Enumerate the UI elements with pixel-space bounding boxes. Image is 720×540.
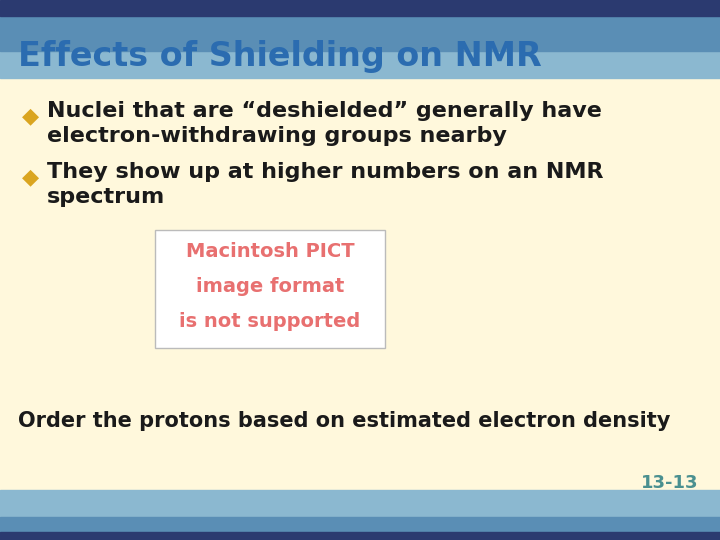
Text: Effects of Shielding on NMR: Effects of Shielding on NMR (18, 40, 541, 73)
Text: spectrum: spectrum (47, 187, 165, 207)
Text: They show up at higher numbers on an NMR: They show up at higher numbers on an NMR (47, 161, 603, 182)
Text: Order the protons based on estimated electron density: Order the protons based on estimated ele… (18, 411, 670, 431)
Bar (155, 230, 385, 348)
Bar (0, 490, 720, 518)
Text: Macintosh PICT: Macintosh PICT (186, 241, 354, 261)
Text: ◆: ◆ (22, 167, 39, 187)
Bar (0, 16, 720, 51)
Text: ◆: ◆ (22, 106, 39, 126)
Text: is not supported: is not supported (179, 312, 361, 331)
Bar (0, 532, 720, 540)
Text: Nuclei that are “deshielded” generally have: Nuclei that are “deshielded” generally h… (47, 100, 602, 121)
Text: image format: image format (196, 276, 344, 296)
Bar (0, 517, 720, 534)
Bar (0, 0, 720, 16)
Bar (0, 50, 720, 78)
Text: electron-withdrawing groups nearby: electron-withdrawing groups nearby (47, 126, 507, 146)
Text: 13-13: 13-13 (641, 474, 698, 492)
